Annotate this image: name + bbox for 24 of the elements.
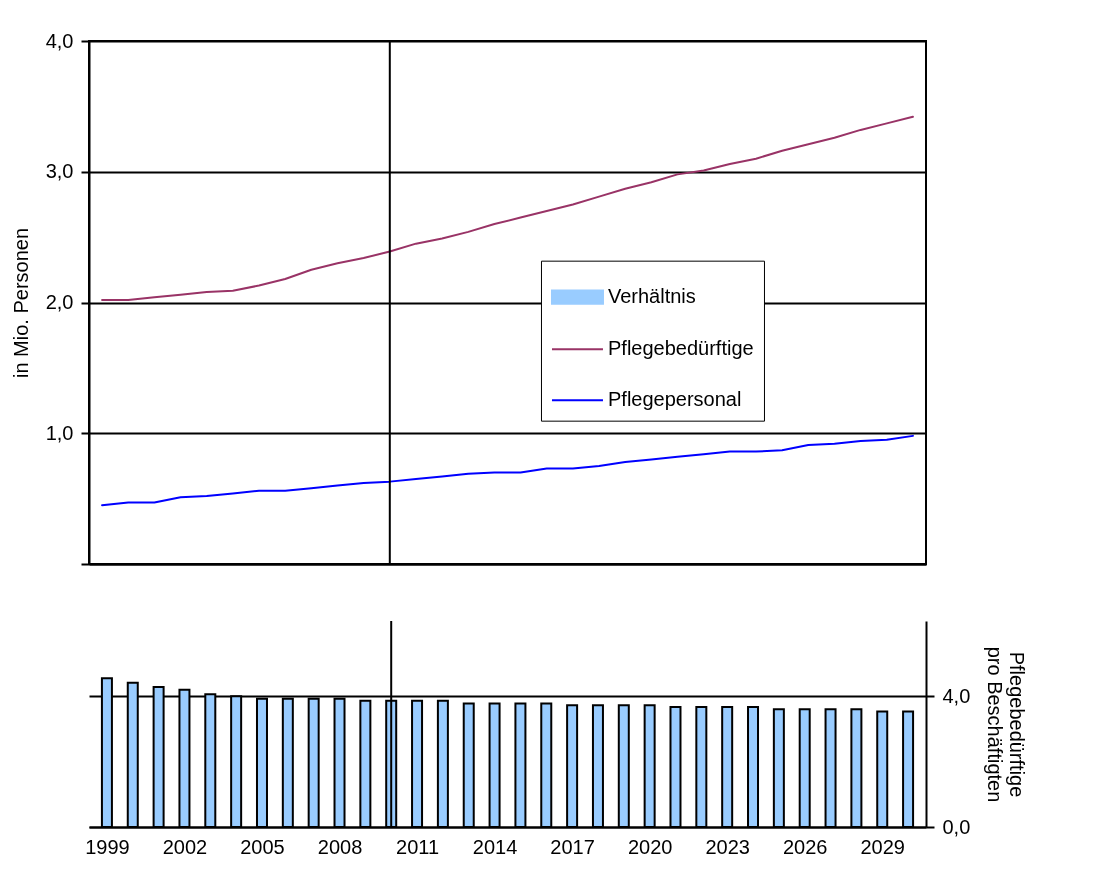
x-tick-label: 2020 bbox=[627, 835, 673, 858]
legend-label: Pflegebedürftige bbox=[607, 337, 754, 360]
y2-tick-label: 4,0 bbox=[942, 684, 971, 707]
y-tick-label: 3,0 bbox=[45, 160, 74, 183]
x-tick-label: 2008 bbox=[317, 835, 363, 858]
y-axis-title: in Mio. Personen bbox=[9, 227, 32, 379]
x-tick-label: 2026 bbox=[782, 835, 828, 858]
x-tick-label: 2029 bbox=[860, 835, 905, 858]
y-tick-label: 1,0 bbox=[45, 421, 74, 444]
y2-axis-title: Pflegebedürftige pro Beschäftigten bbox=[984, 646, 1029, 803]
y-tick-label: 4,0 bbox=[45, 29, 74, 52]
x-tick-label: 2005 bbox=[240, 835, 285, 858]
x-tick-label: 2014 bbox=[472, 835, 518, 858]
x-tick-label: 2017 bbox=[550, 835, 595, 858]
line-series bbox=[101, 434, 914, 507]
x-tick-label: 2002 bbox=[162, 835, 208, 858]
line-series bbox=[101, 115, 914, 301]
y2-tick-label: 0,0 bbox=[942, 815, 971, 838]
legend-label: Pflegepersonal bbox=[607, 388, 742, 411]
x-tick-label: 2011 bbox=[396, 835, 440, 858]
x-tick-label: 1999 bbox=[85, 835, 130, 858]
x-tick-label: 2023 bbox=[705, 835, 750, 858]
legend-label: Verhältnis bbox=[607, 285, 696, 308]
y-tick-label: 2,0 bbox=[45, 291, 74, 313]
